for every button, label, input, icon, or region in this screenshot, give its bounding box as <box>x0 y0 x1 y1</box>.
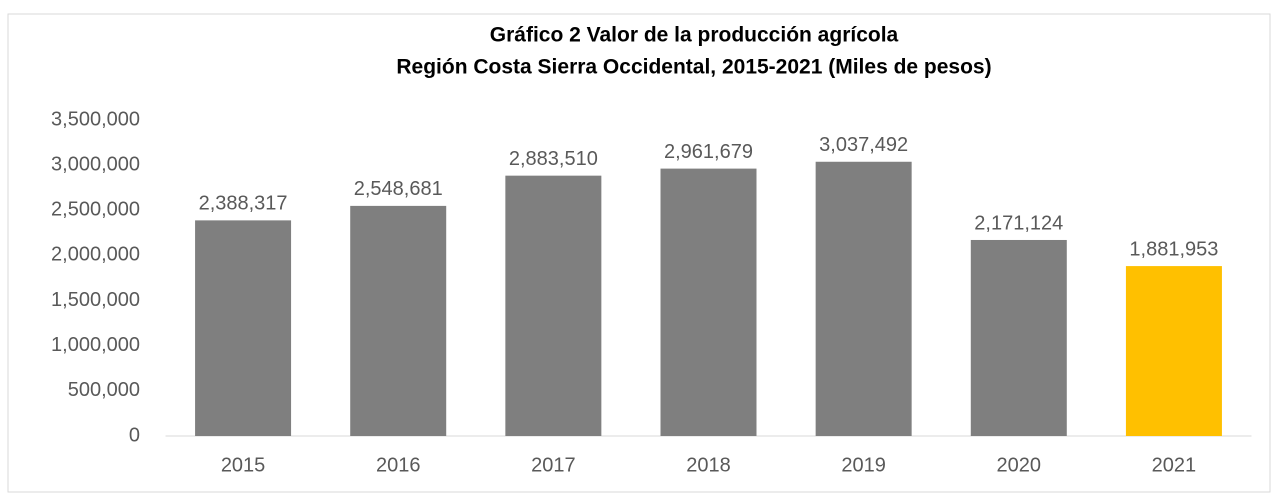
bar <box>350 205 447 436</box>
x-tick-label: 2015 <box>221 454 266 476</box>
y-tick-label: 500,000 <box>68 379 140 401</box>
value-label: 2,388,317 <box>199 193 288 215</box>
bar <box>1125 266 1222 436</box>
bar <box>505 175 602 437</box>
y-tick-label: 1,000,000 <box>51 334 140 356</box>
x-tick-label: 2021 <box>1152 454 1197 476</box>
value-label: 2,171,124 <box>974 212 1063 234</box>
y-tick-label: 3,500,000 <box>51 108 140 130</box>
x-tick-label: 2017 <box>531 454 576 476</box>
x-tick-label: 2018 <box>686 454 731 476</box>
y-tick-label: 2,000,000 <box>51 244 140 266</box>
bar <box>660 168 757 436</box>
value-label: 2,961,679 <box>664 141 753 163</box>
bar <box>195 220 292 436</box>
x-tick-label: 2016 <box>376 454 421 476</box>
value-label: 2,883,510 <box>509 148 598 170</box>
x-tick-label: 2019 <box>841 454 886 476</box>
y-tick-label: 1,500,000 <box>51 289 140 311</box>
bar <box>815 161 912 436</box>
bar <box>970 239 1067 436</box>
y-tick-label: 0 <box>129 424 140 446</box>
chart-subtitle: Región Costa Sierra Occidental, 2015-202… <box>396 56 991 79</box>
value-label: 3,037,492 <box>819 134 908 156</box>
y-tick-label: 2,500,000 <box>51 199 140 221</box>
y-tick-label: 3,000,000 <box>51 153 140 175</box>
chart-title: Gráfico 2 Valor de la producción agrícol… <box>490 24 899 47</box>
x-tick-label: 2020 <box>997 454 1042 476</box>
value-label: 2,548,681 <box>354 178 443 200</box>
value-label: 1,881,953 <box>1129 238 1218 260</box>
